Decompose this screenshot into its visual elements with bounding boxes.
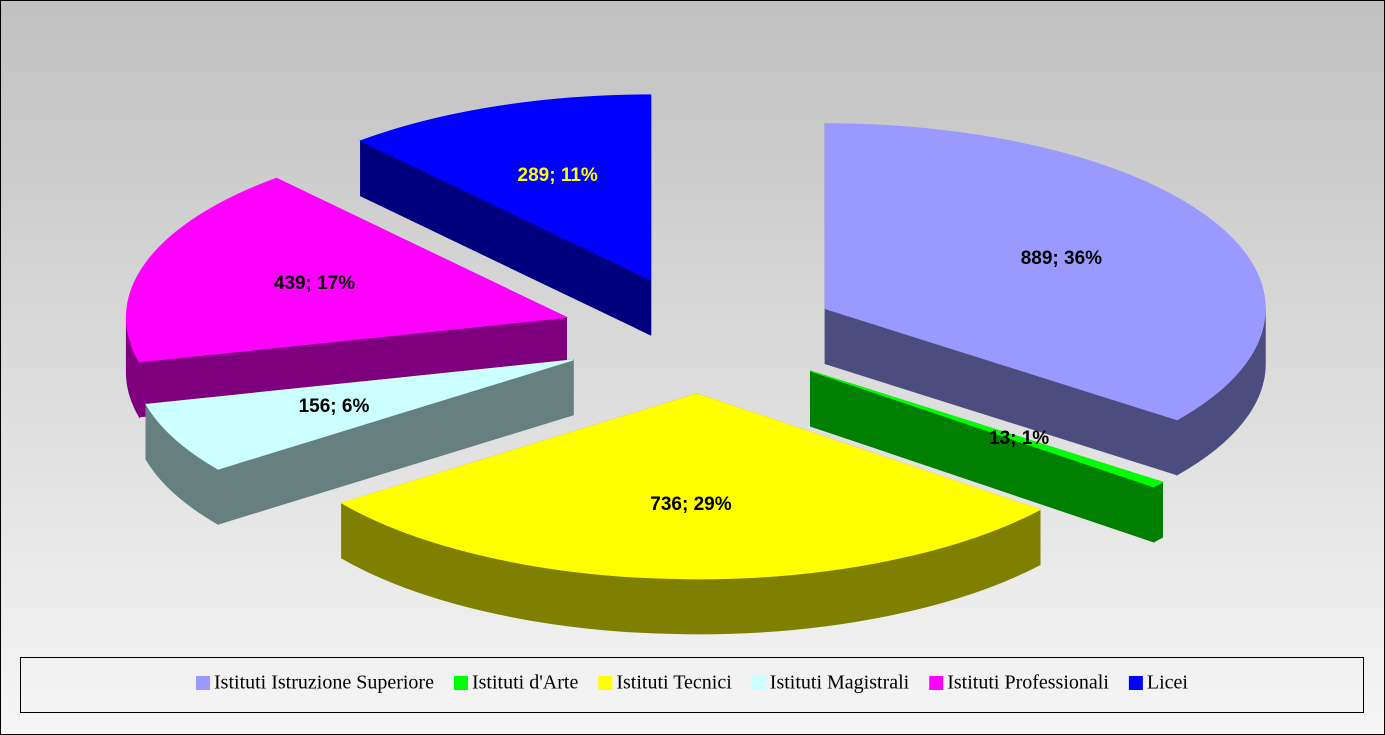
legend-label: Licei bbox=[1147, 672, 1189, 694]
slice-side bbox=[1153, 481, 1163, 543]
legend-swatch bbox=[598, 676, 613, 690]
legend-label: Istituti Professionali bbox=[947, 672, 1109, 694]
value-label: 13; 1% bbox=[989, 428, 1049, 449]
value-label: 289; 11% bbox=[518, 165, 598, 186]
value-label: 156; 6% bbox=[299, 396, 370, 417]
value-label: 889; 36% bbox=[1021, 248, 1102, 269]
slice bbox=[824, 123, 1266, 421]
legend-swatch bbox=[1128, 676, 1143, 690]
slice bbox=[145, 359, 574, 470]
slice bbox=[125, 177, 569, 363]
value-label: 736; 29% bbox=[650, 494, 731, 515]
value-label: 439; 17% bbox=[274, 273, 355, 294]
legend-label: Istituti Magistrali bbox=[770, 672, 910, 694]
legend-label: Istituti d'Arte bbox=[472, 672, 578, 694]
legend-swatch bbox=[929, 676, 944, 690]
slice bbox=[810, 370, 1164, 488]
legend-label: Istituti Istruzione Superiore bbox=[214, 672, 434, 694]
slice bbox=[359, 94, 652, 281]
legend-swatch bbox=[196, 676, 211, 690]
slice bbox=[340, 393, 1042, 580]
legend-swatch bbox=[751, 676, 766, 690]
legend-swatch bbox=[453, 676, 468, 690]
legend-box bbox=[20, 657, 1364, 713]
legend-label: Istituti Tecnici bbox=[616, 672, 732, 694]
